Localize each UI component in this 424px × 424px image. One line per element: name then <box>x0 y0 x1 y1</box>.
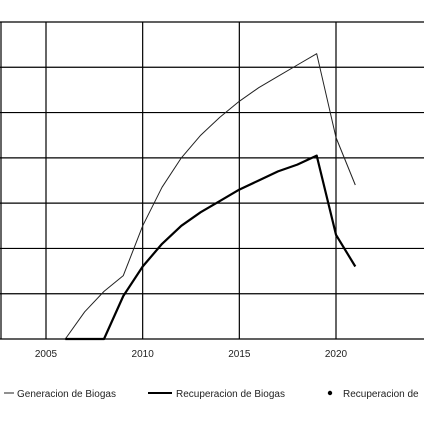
x-tick-label: 2015 <box>228 349 251 360</box>
legend-label-recuperacion: Recuperacion de Biogas <box>176 389 285 400</box>
legend-marker-recuperacion-2 <box>327 390 333 396</box>
x-tick-label: 2010 <box>132 349 155 360</box>
series-line-1 <box>65 154 357 341</box>
plot-series <box>64 53 357 341</box>
series-line-0 <box>64 53 356 340</box>
x-axis-tick-labels: 200520102015202020 <box>35 349 348 360</box>
legend: Generacion de Biogas Recuperacion de Bio… <box>4 389 419 400</box>
x-tick-label: 2005 <box>35 349 58 360</box>
legend-label-recuperacion-2: Recuperacion de <box>343 389 419 400</box>
plot-grid <box>0 21 424 340</box>
legend-label-generacion: Generacion de Biogas <box>17 389 116 400</box>
x-tick-label: 2020 <box>325 349 348 360</box>
